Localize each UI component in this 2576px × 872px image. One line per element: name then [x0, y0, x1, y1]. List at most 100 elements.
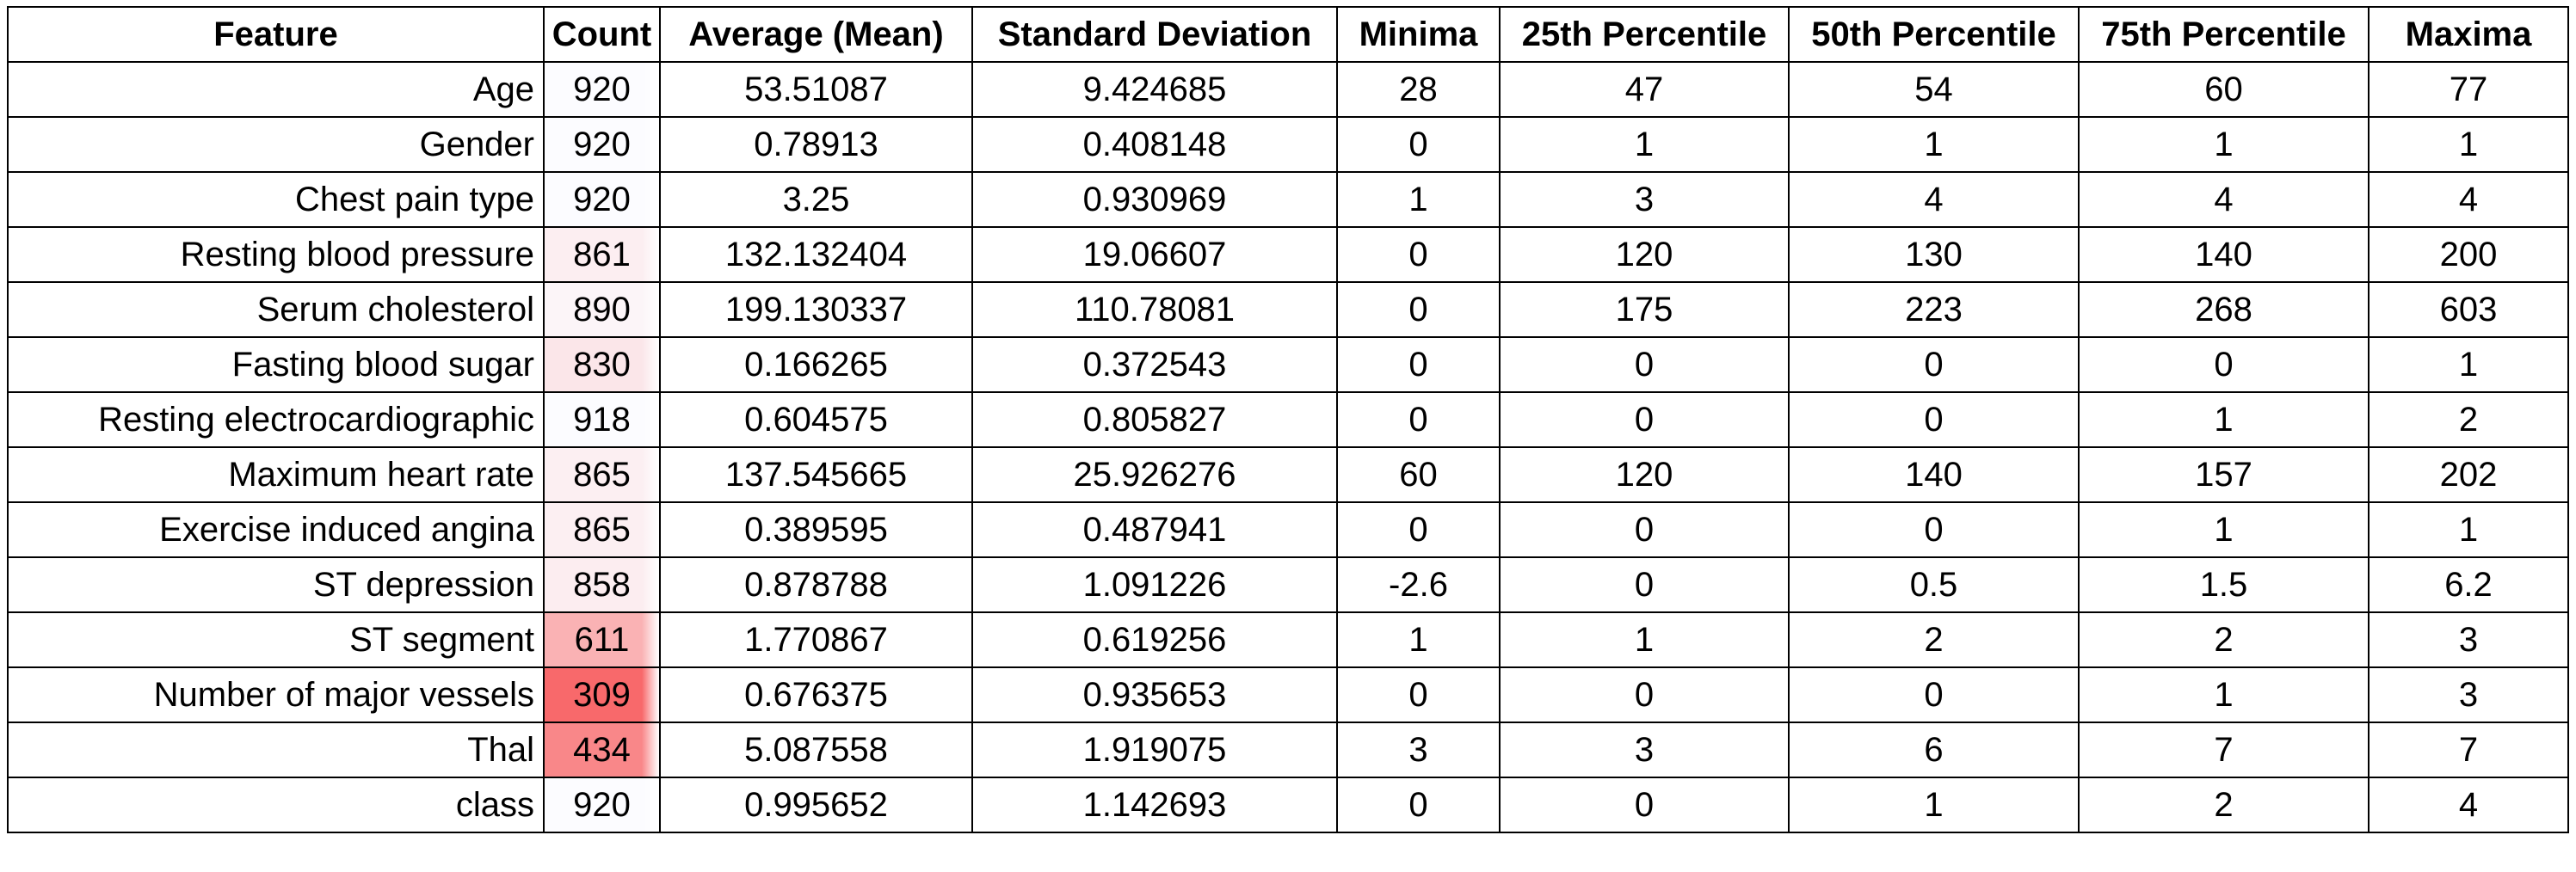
cell-p75: 7 [2078, 722, 2370, 778]
cell-p75: 1 [2078, 666, 2370, 723]
cell-feature: class [7, 777, 545, 833]
cell-std: 0.372543 [971, 336, 1338, 393]
cell-max: 4 [2368, 171, 2569, 228]
cell-count: 920 [543, 777, 661, 833]
cell-p75: 2 [2078, 777, 2370, 833]
cell-count: 830 [543, 336, 661, 393]
cell-feature: Thal [7, 722, 545, 778]
cell-mean: 0.995652 [659, 777, 973, 833]
cell-mean: 53.51087 [659, 61, 973, 118]
table-row: ST depression 858 0.878788 1.091226 -2.6 0 0.5… [7, 556, 2569, 613]
cell-p50: 4 [1788, 171, 2080, 228]
cell-feature: Gender [7, 116, 545, 173]
cell-feature: ST segment [7, 611, 545, 668]
cell-mean: 137.545665 [659, 446, 973, 503]
cell-std: 25.926276 [971, 446, 1338, 503]
cell-count: 434 [543, 722, 661, 778]
cell-max: 77 [2368, 61, 2569, 118]
cell-min: 60 [1336, 446, 1501, 503]
summary-statistics-table: Feature Count Average (Mean) Standard De… [7, 6, 2569, 833]
cell-mean: 0.676375 [659, 666, 973, 723]
cell-p50: 1 [1788, 116, 2080, 173]
cell-min: 1 [1336, 171, 1501, 228]
cell-max: 200 [2368, 226, 2569, 283]
cell-max: 7 [2368, 722, 2569, 778]
cell-mean: 0.389595 [659, 501, 973, 558]
cell-p25: 0 [1499, 666, 1790, 723]
cell-min: 0 [1336, 281, 1501, 338]
cell-p25: 1 [1499, 611, 1790, 668]
cell-min: 0 [1336, 666, 1501, 723]
cell-std: 1.919075 [971, 722, 1338, 778]
cell-p50: 1 [1788, 777, 2080, 833]
cell-feature: ST depression [7, 556, 545, 613]
col-header-p50: 50th Percentile [1788, 6, 2080, 63]
cell-count: 611 [543, 611, 661, 668]
cell-max: 1 [2368, 336, 2569, 393]
cell-min: 3 [1336, 722, 1501, 778]
cell-p75: 268 [2078, 281, 2370, 338]
cell-p25: 47 [1499, 61, 1790, 118]
cell-feature: Chest pain type [7, 171, 545, 228]
cell-max: 603 [2368, 281, 2569, 338]
cell-count: 890 [543, 281, 661, 338]
cell-count: 920 [543, 171, 661, 228]
cell-count: 918 [543, 391, 661, 448]
table-row: class 920 0.995652 1.142693 0 0 1 2 4 [7, 777, 2569, 833]
cell-min: -2.6 [1336, 556, 1501, 613]
cell-p50: 0 [1788, 501, 2080, 558]
table-row: Exercise induced angina 865 0.389595 0.4879… [7, 501, 2569, 558]
cell-std: 0.487941 [971, 501, 1338, 558]
cell-p75: 1 [2078, 116, 2370, 173]
summary-statistics-table-container: Feature Count Average (Mean) Standard De… [7, 6, 2569, 833]
cell-std: 9.424685 [971, 61, 1338, 118]
cell-feature: Maximum heart rate [7, 446, 545, 503]
table-row: Age 920 53.51087 9.424685 28 47 54 60 77 [7, 61, 2569, 118]
cell-feature: Number of major vessels [7, 666, 545, 723]
cell-p50: 54 [1788, 61, 2080, 118]
cell-max: 3 [2368, 666, 2569, 723]
cell-std: 0.805827 [971, 391, 1338, 448]
cell-std: 1.091226 [971, 556, 1338, 613]
cell-feature: Age [7, 61, 545, 118]
cell-p75: 1 [2078, 501, 2370, 558]
table-row: ST segment 611 1.770867 0.619256 1 1 2 2 3 [7, 611, 2569, 668]
cell-std: 19.06607 [971, 226, 1338, 283]
cell-p25: 175 [1499, 281, 1790, 338]
table-row: Gender 920 0.78913 0.408148 0 1 1 1 1 [7, 116, 2569, 173]
cell-count: 920 [543, 116, 661, 173]
cell-p25: 120 [1499, 446, 1790, 503]
cell-min: 0 [1336, 391, 1501, 448]
cell-min: 0 [1336, 777, 1501, 833]
cell-p75: 157 [2078, 446, 2370, 503]
col-header-feature: Feature [7, 6, 545, 63]
col-header-std: Standard Deviation [971, 6, 1338, 63]
col-header-mean: Average (Mean) [659, 6, 973, 63]
table-row: Maximum heart rate 865 137.545665 25.926276… [7, 446, 2569, 503]
cell-count: 309 [543, 666, 661, 723]
col-header-p25: 25th Percentile [1499, 6, 1790, 63]
cell-max: 2 [2368, 391, 2569, 448]
cell-max: 6.2 [2368, 556, 2569, 613]
cell-p50: 0.5 [1788, 556, 2080, 613]
cell-min: 0 [1336, 226, 1501, 283]
cell-feature: Serum cholesterol [7, 281, 545, 338]
cell-std: 0.408148 [971, 116, 1338, 173]
cell-p25: 3 [1499, 722, 1790, 778]
cell-mean: 0.166265 [659, 336, 973, 393]
cell-p75: 60 [2078, 61, 2370, 118]
cell-p50: 6 [1788, 722, 2080, 778]
cell-mean: 199.130337 [659, 281, 973, 338]
cell-p25: 0 [1499, 501, 1790, 558]
cell-mean: 5.087558 [659, 722, 973, 778]
cell-mean: 0.78913 [659, 116, 973, 173]
cell-p50: 130 [1788, 226, 2080, 283]
cell-mean: 0.604575 [659, 391, 973, 448]
cell-feature: Resting blood pressure [7, 226, 545, 283]
cell-feature: Fasting blood sugar [7, 336, 545, 393]
table-row: Number of major vessels 309 0.676375 0.9356… [7, 666, 2569, 723]
cell-count: 920 [543, 61, 661, 118]
cell-count: 858 [543, 556, 661, 613]
cell-p75: 4 [2078, 171, 2370, 228]
cell-p25: 120 [1499, 226, 1790, 283]
